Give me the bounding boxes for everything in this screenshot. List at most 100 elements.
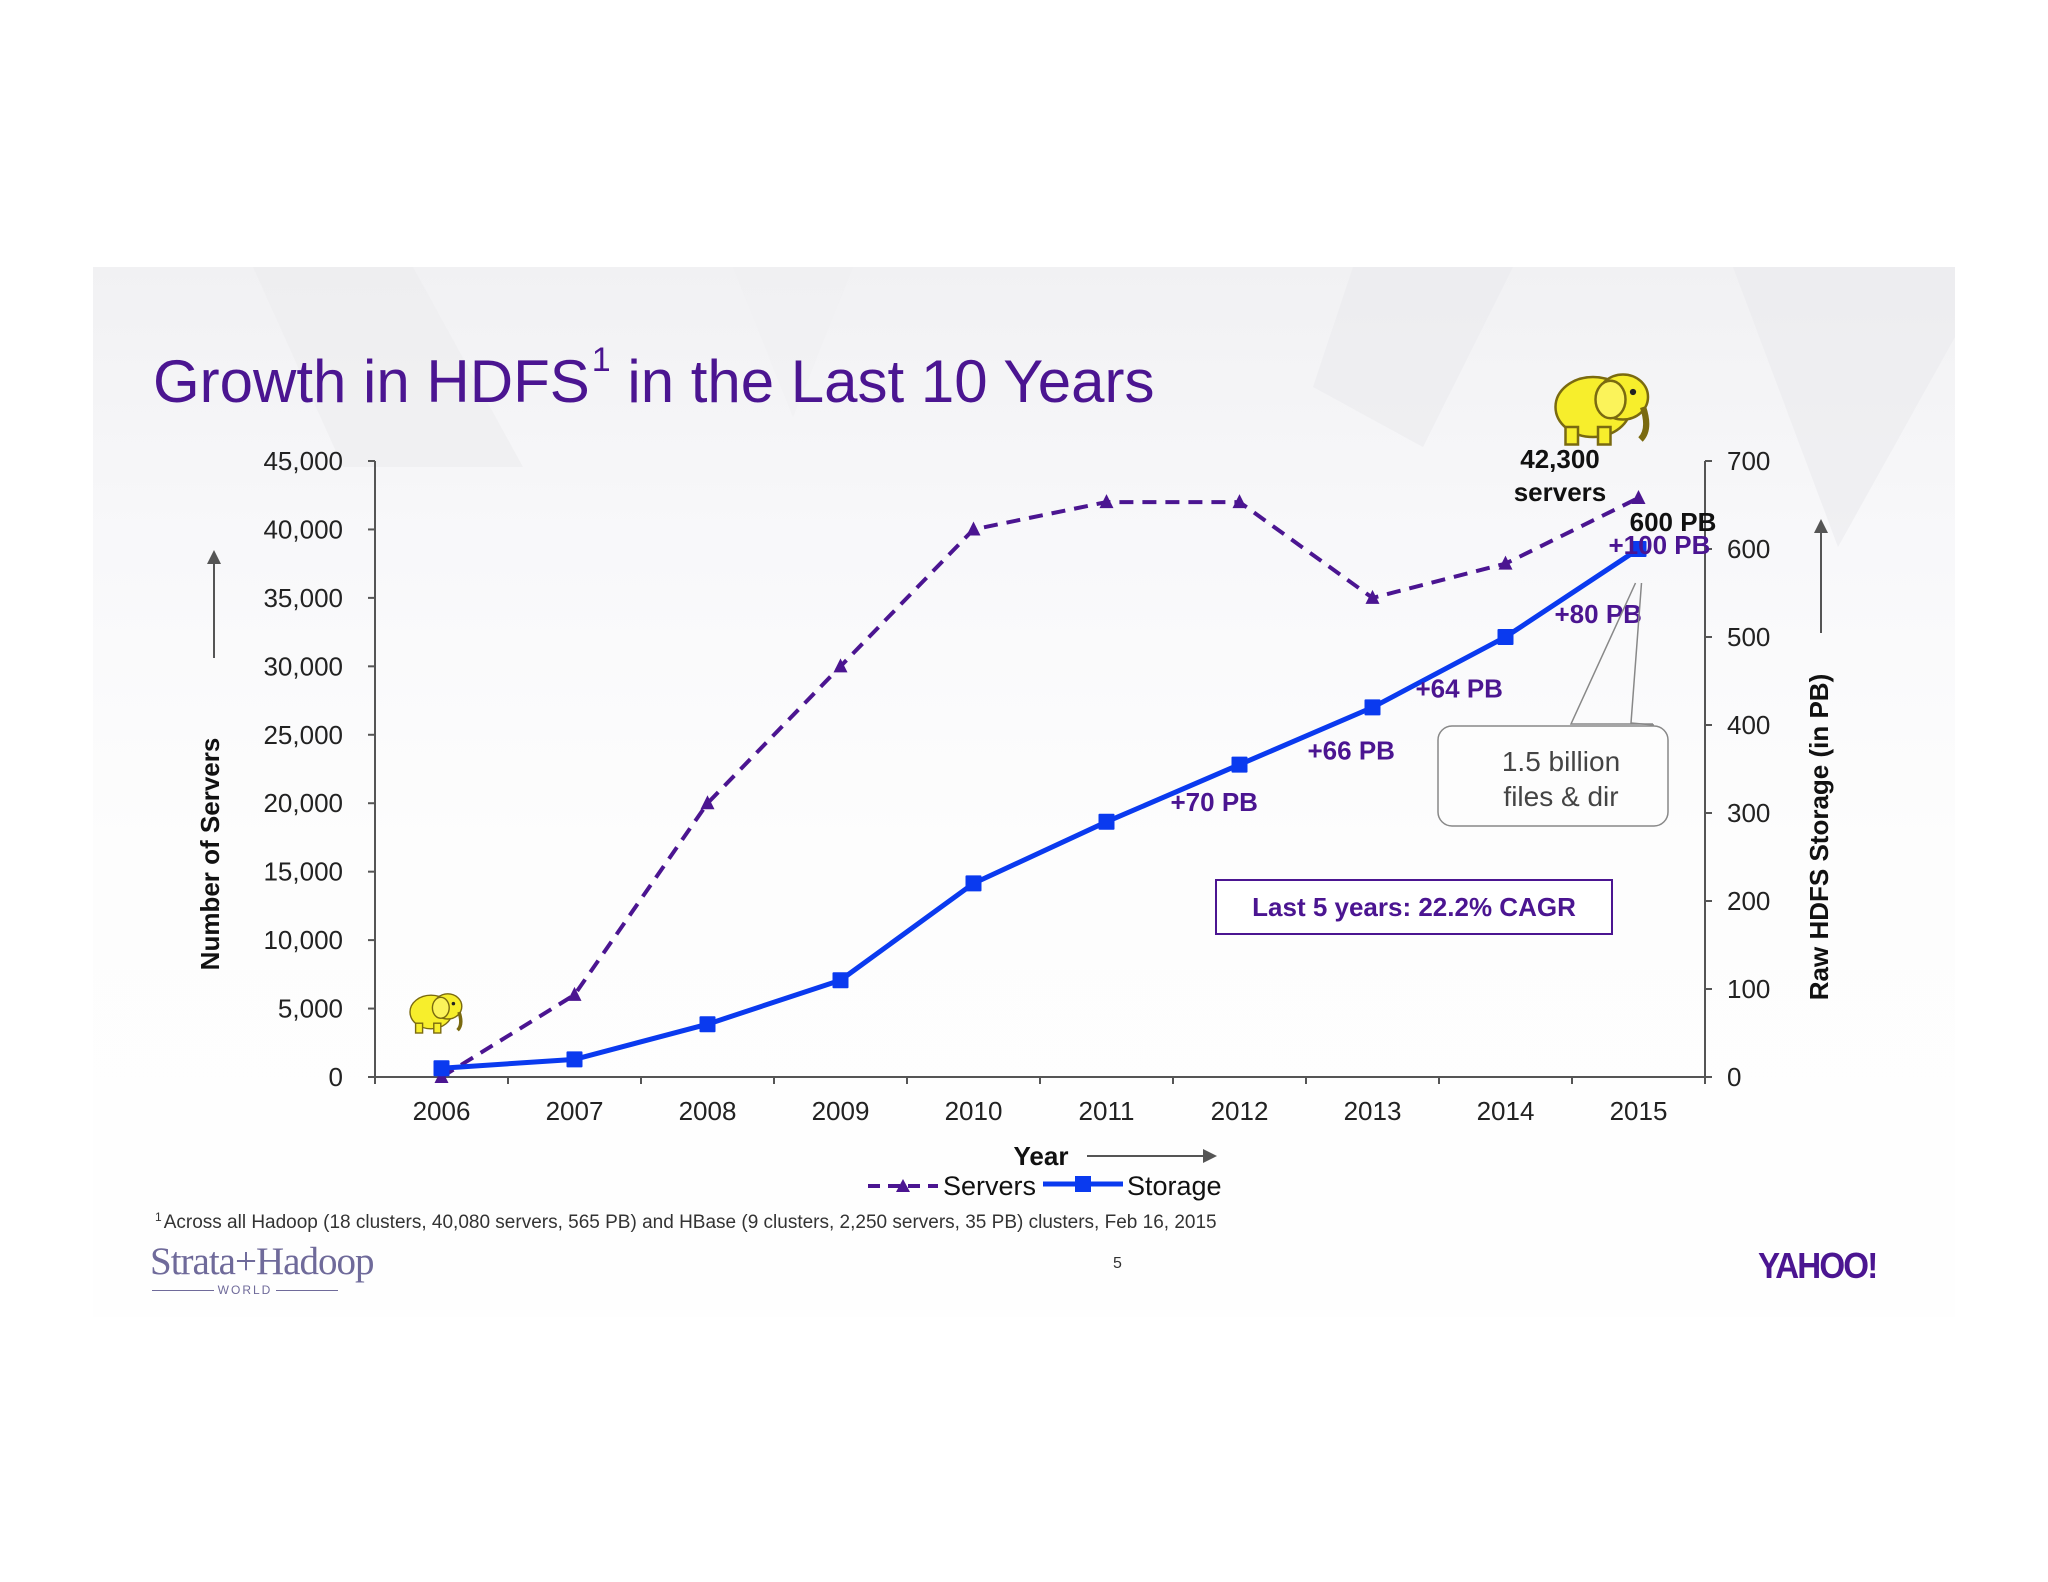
footnote: 1 Across all Hadoop (18 clusters, 40,080 … [155, 1210, 1217, 1234]
right-axis-tick-label: 500 [1727, 622, 1770, 652]
elephant-ear [431, 996, 450, 1019]
left-axis-tick-label: 5,000 [278, 994, 343, 1024]
storage-increment-label: +70 PB [1171, 787, 1258, 817]
left-axis-tick-label: 45,000 [263, 446, 343, 476]
storage-data-point [1364, 699, 1381, 716]
slide-title: Growth in HDFS1 in the Last 10 Years [153, 341, 1155, 416]
right-axis-tick-label: 700 [1727, 446, 1770, 476]
left-axis-title: Number of Servers [195, 738, 225, 971]
storage-data-point [1098, 813, 1115, 830]
left-axis-tick-label: 20,000 [263, 788, 343, 818]
storage-data-point [832, 972, 849, 989]
storage-data-point [965, 875, 982, 892]
title-main: Growth in HDFS [153, 348, 590, 415]
servers-data-point [1498, 555, 1513, 570]
footnote-text: Across all Hadoop (18 clusters, 40,080 s… [163, 1212, 1217, 1233]
x-axis-tick-label: 2013 [1344, 1096, 1402, 1126]
elephant-trunk [456, 1011, 463, 1032]
elephant-ear [1594, 379, 1627, 420]
strata-logo-wordmark: Strata+Hadoop [150, 1240, 374, 1283]
storage-series-line [441, 546, 1640, 1071]
slide-background-decoration [253, 267, 1955, 547]
x-axis-tick-label: 2008 [679, 1096, 737, 1126]
elephant-trunk [1638, 406, 1650, 442]
servers-data-point [966, 521, 981, 536]
left-axis-tick-label: 15,000 [263, 857, 343, 887]
legend-storage-label: Storage [1127, 1171, 1222, 1201]
servers-callout-value: 42,300 [1520, 444, 1600, 474]
storage-data-point [1630, 541, 1647, 557]
storage-increment-label: +66 PB [1308, 736, 1395, 766]
strata-logo-subtitle: WORLD [217, 1283, 273, 1297]
cagr-label: Last 5 years: 22.2% CAGR [1252, 892, 1576, 922]
x-axis-tick-label: 2011 [1079, 1096, 1135, 1126]
left-axis-tick-label: 10,000 [263, 925, 343, 955]
elephant-leg [414, 1022, 424, 1034]
storage-data-point [699, 1016, 716, 1033]
storage-data-point [1231, 756, 1248, 773]
chart: 0 5,000 10,000 15,000 20,000 25,000 30,000 35,0… [195, 373, 1834, 1201]
right-axis-tick-label: 100 [1727, 974, 1770, 1004]
strata-logo-rule-left [152, 1290, 214, 1291]
storage-increment-label: +64 PB [1416, 673, 1503, 703]
x-axis-tick-label: 2015 [1610, 1096, 1668, 1126]
files-callout-box [1437, 725, 1669, 827]
elephant-eye [1629, 388, 1637, 396]
large-hadoop-elephant-icon [1554, 373, 1650, 446]
storage-increment-label: +80 PB [1555, 599, 1642, 629]
storage-data-point [1497, 629, 1514, 645]
yahoo-logo: YAHOO! [1758, 1245, 1878, 1286]
files-callout-pointer-a [1569, 582, 1653, 725]
servers-data-point [833, 658, 848, 673]
x-axis-tick-label: 2006 [413, 1096, 471, 1126]
x-axis-tick-label: 2009 [812, 1096, 870, 1126]
title-superscript: 1 [591, 341, 611, 379]
elephant-leg [1596, 425, 1612, 446]
left-axis-tick-label: 25,000 [263, 720, 343, 750]
strata-hadoop-world-logo: Strata+Hadoop WORLD [150, 1239, 374, 1301]
storage-data-point [433, 1060, 450, 1077]
files-callout-line1: 1.5 billion [1502, 746, 1620, 777]
title-rest: in the Last 10 Years [610, 348, 1155, 415]
elephant-leg [1564, 425, 1580, 446]
servers-callout-label: servers [1514, 477, 1607, 507]
right-axis-tick-label: 600 [1727, 534, 1770, 564]
x-axis-tick-label: 2014 [1477, 1096, 1535, 1126]
servers-series-line [440, 496, 1640, 1079]
right-axis-title: Raw HDFS Storage (in PB) [1804, 674, 1834, 1000]
storage-data-point [566, 1051, 583, 1068]
right-axis-title-arrowhead [1814, 519, 1828, 533]
legend-servers-swatch-marker [896, 1179, 910, 1192]
right-axis-tick-label: 200 [1727, 886, 1770, 916]
servers-data-point [700, 795, 715, 810]
files-callout-line2: files & dir [1503, 781, 1618, 812]
storage-increment-label: +100 PB [1609, 530, 1711, 560]
left-axis-tick-label: 0 [329, 1062, 343, 1092]
elephant-eye [451, 1001, 456, 1006]
slide: Growth in HDFS1 in the Last 10 Years 0 5,… [93, 267, 1955, 1317]
servers-data-point [567, 986, 582, 1001]
servers-data-point [1099, 494, 1114, 509]
files-callout-pointer-b [1630, 582, 1655, 726]
left-axis-tick-label: 30,000 [263, 651, 343, 681]
elephant-leg [433, 1022, 442, 1034]
left-axis-tick-label: 40,000 [263, 514, 343, 544]
small-hadoop-elephant-icon [409, 993, 463, 1034]
right-axis-tick-label: 400 [1727, 710, 1770, 740]
servers-data-point [1365, 589, 1380, 604]
page-number: 5 [1113, 1255, 1122, 1272]
right-axis-tick-label: 300 [1727, 798, 1770, 828]
left-axis-title-arrowhead [207, 550, 221, 564]
footnote-mark: 1 [155, 1210, 162, 1224]
x-axis-title-arrowhead [1203, 1149, 1217, 1163]
x-axis-title: Year [1014, 1141, 1069, 1171]
left-axis-tick-label: 35,000 [263, 583, 343, 613]
servers-data-point [1631, 489, 1646, 504]
x-axis-tick-label: 2010 [945, 1096, 1003, 1126]
cagr-box [1215, 879, 1613, 935]
x-axis-tick-label: 2012 [1211, 1096, 1269, 1126]
legend-servers-label: Servers [943, 1171, 1036, 1201]
storage-callout: 600 PB [1630, 507, 1717, 537]
servers-data-point [1232, 494, 1247, 509]
strata-logo-rule-right [276, 1290, 338, 1291]
